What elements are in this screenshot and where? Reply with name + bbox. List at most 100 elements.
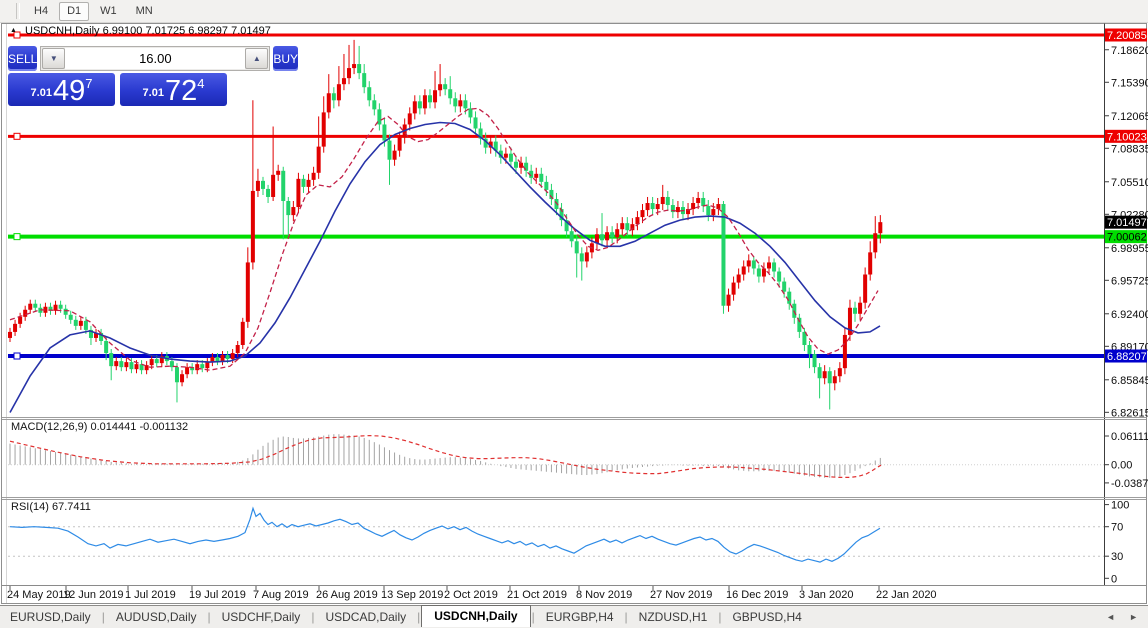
macd-indicator-label: MACD(12,26,9) 0.014441 -0.001132 [11, 421, 188, 433]
date-label: 8 Nov 2019 [576, 589, 632, 601]
date-label: 16 Dec 2019 [726, 589, 788, 601]
ma-fast-line [9, 107, 879, 371]
symbol-marker-icon: ▲ [10, 27, 17, 34]
date-label: 7 Aug 2019 [253, 589, 309, 601]
tab-separator: | [718, 610, 722, 624]
date-label: 2 Oct 2019 [444, 589, 498, 601]
timeframe-button-h4[interactable]: H4 [34, 4, 49, 17]
one-click-trading-panel: SELL ▼ ▲ BUY 7.01 49 7 7.01 72 4 [8, 46, 299, 106]
hline-handle[interactable] [13, 352, 21, 360]
date-label: 27 Nov 2019 [650, 589, 712, 601]
buy-button[interactable]: BUY [273, 46, 299, 71]
sell-price-base: 7.01 [30, 87, 52, 99]
volume-increase-icon[interactable]: ▲ [245, 48, 269, 69]
timeframe-button-w1[interactable]: W1 [100, 4, 117, 17]
svg-text:0.061119: 0.061119 [1111, 431, 1148, 443]
tab-usdcad-daily[interactable]: USDCAD,Daily [325, 610, 407, 624]
volume-input[interactable] [65, 48, 246, 69]
date-label: 22 Jan 2020 [876, 589, 937, 601]
tab-scroll-left-icon[interactable]: ◄ [1106, 612, 1116, 622]
timeframe-buttons: H4 D1 W1 MN [26, 1, 164, 21]
chart-window-frame [1, 23, 1147, 604]
date-label: 1 Jul 2019 [125, 589, 176, 601]
buy-price-base: 7.01 [142, 87, 164, 99]
tab-usdcnh-daily[interactable]: USDCNH,Daily [421, 605, 531, 627]
sell-price-sup: 7 [85, 76, 93, 91]
tab-gbpusd-h4[interactable]: GBPUSD,H4 [732, 610, 802, 624]
tab-eurgbp-h4[interactable]: EURGBP,H4 [545, 610, 614, 624]
buy-price-box[interactable]: 7.01 72 4 [120, 73, 227, 106]
chart-title: ▲ USDCNH,Daily 6.99100 7.01725 6.98297 7… [10, 25, 271, 37]
rsi-line [9, 506, 881, 563]
tab-audusd-daily[interactable]: AUDUSD,Daily [115, 610, 197, 624]
macd-signal-line [9, 434, 882, 478]
svg-text:30: 30 [1111, 551, 1123, 563]
svg-text:7.00062: 7.00062 [1107, 232, 1147, 244]
hline-handle[interactable] [13, 132, 21, 140]
ma-slow-line [9, 121, 881, 413]
macd-signal-value: -0.001132 [139, 421, 189, 433]
svg-text:7.12065: 7.12065 [1111, 111, 1148, 123]
moving-averages-layer [9, 107, 881, 413]
svg-text:70: 70 [1111, 522, 1123, 534]
toolbar-grip[interactable] [16, 3, 20, 19]
price-label-7.01497 [1105, 215, 1147, 229]
svg-text:7.20085: 7.20085 [1107, 30, 1147, 42]
svg-text:6.88207: 6.88207 [1107, 351, 1147, 363]
price-label-6.88207 [1105, 349, 1147, 363]
volume-decrease-icon[interactable]: ▼ [42, 48, 66, 69]
price-label-7.00062 [1105, 230, 1147, 244]
macd-histogram [9, 434, 881, 478]
date-label: 24 May 2019 [7, 589, 71, 601]
date-label: 21 Oct 2019 [507, 589, 567, 601]
macd-main-value: 0.014441 [90, 421, 137, 433]
tab-scroll-arrows: ◄ ► [1106, 612, 1138, 622]
svg-text:6.82615: 6.82615 [1111, 407, 1148, 419]
rsi-name: RSI(14) [11, 501, 49, 513]
buy-price-sup: 4 [197, 76, 205, 91]
tab-scroll-right-icon[interactable]: ► [1129, 612, 1138, 622]
svg-text:-0.03877: -0.03877 [1111, 478, 1148, 490]
svg-text:0.00: 0.00 [1111, 460, 1132, 472]
chart-tabs: EURUSD,Daily | AUDUSD,Daily | USDCHF,Daily | U… [0, 605, 812, 627]
timeframe-button-mn[interactable]: MN [135, 4, 153, 17]
svg-text:7.15390: 7.15390 [1111, 77, 1148, 89]
tab-separator: | [207, 610, 211, 624]
price-label-7.20085 [1105, 28, 1147, 42]
svg-text:7.05510: 7.05510 [1111, 177, 1148, 189]
price-scale[interactable]: 7.186207.153907.120657.088357.055107.022… [1104, 23, 1148, 586]
sell-price-big: 49 [52, 75, 86, 107]
date-label: 13 Sep 2019 [381, 589, 443, 601]
svg-text:7.10023: 7.10023 [1107, 131, 1147, 143]
pane-separators[interactable] [2, 417, 1146, 586]
timeframe-toolbar: H4 D1 W1 MN [0, 0, 1148, 23]
sell-button[interactable]: SELL [8, 46, 38, 71]
rsi-indicator-label: RSI(14) 67.7411 [11, 501, 91, 513]
svg-text:6.92400: 6.92400 [1111, 309, 1148, 321]
svg-text:100: 100 [1111, 500, 1129, 512]
tab-usdchf-daily[interactable]: USDCHF,Daily [221, 610, 301, 624]
tab-separator: | [531, 610, 535, 624]
buy-price-big: 72 [164, 75, 198, 107]
tab-separator: | [101, 610, 105, 624]
svg-text:7.08835: 7.08835 [1111, 143, 1148, 155]
date-label: 26 Aug 2019 [316, 589, 378, 601]
timeframe-button-d1[interactable]: D1 [59, 1, 90, 21]
svg-text:6.98955: 6.98955 [1111, 243, 1148, 255]
date-label: 12 Jun 2019 [63, 589, 124, 601]
candles-layer [8, 39, 883, 410]
sell-price-box[interactable]: 7.01 49 7 [8, 73, 115, 106]
macd-name: MACD(12,26,9) [11, 421, 88, 433]
tab-eurusd-daily[interactable]: EURUSD,Daily [10, 610, 91, 624]
tab-nzdusd-h1[interactable]: NZDUSD,H1 [638, 610, 708, 624]
svg-text:7.18620: 7.18620 [1111, 45, 1148, 57]
hline-handle[interactable] [13, 31, 21, 39]
date-label: 19 Jul 2019 [189, 589, 246, 601]
chart-tabs-bar: EURUSD,Daily | AUDUSD,Daily | USDCHF,Daily | U… [0, 605, 1148, 628]
hline-handle[interactable] [13, 233, 21, 241]
volume-spinner: ▼ ▲ [40, 46, 271, 71]
horizontal-lines-layer[interactable] [8, 31, 1104, 360]
macd-pane: 0.061119 0.00 -0.03877 [8, 431, 1148, 490]
